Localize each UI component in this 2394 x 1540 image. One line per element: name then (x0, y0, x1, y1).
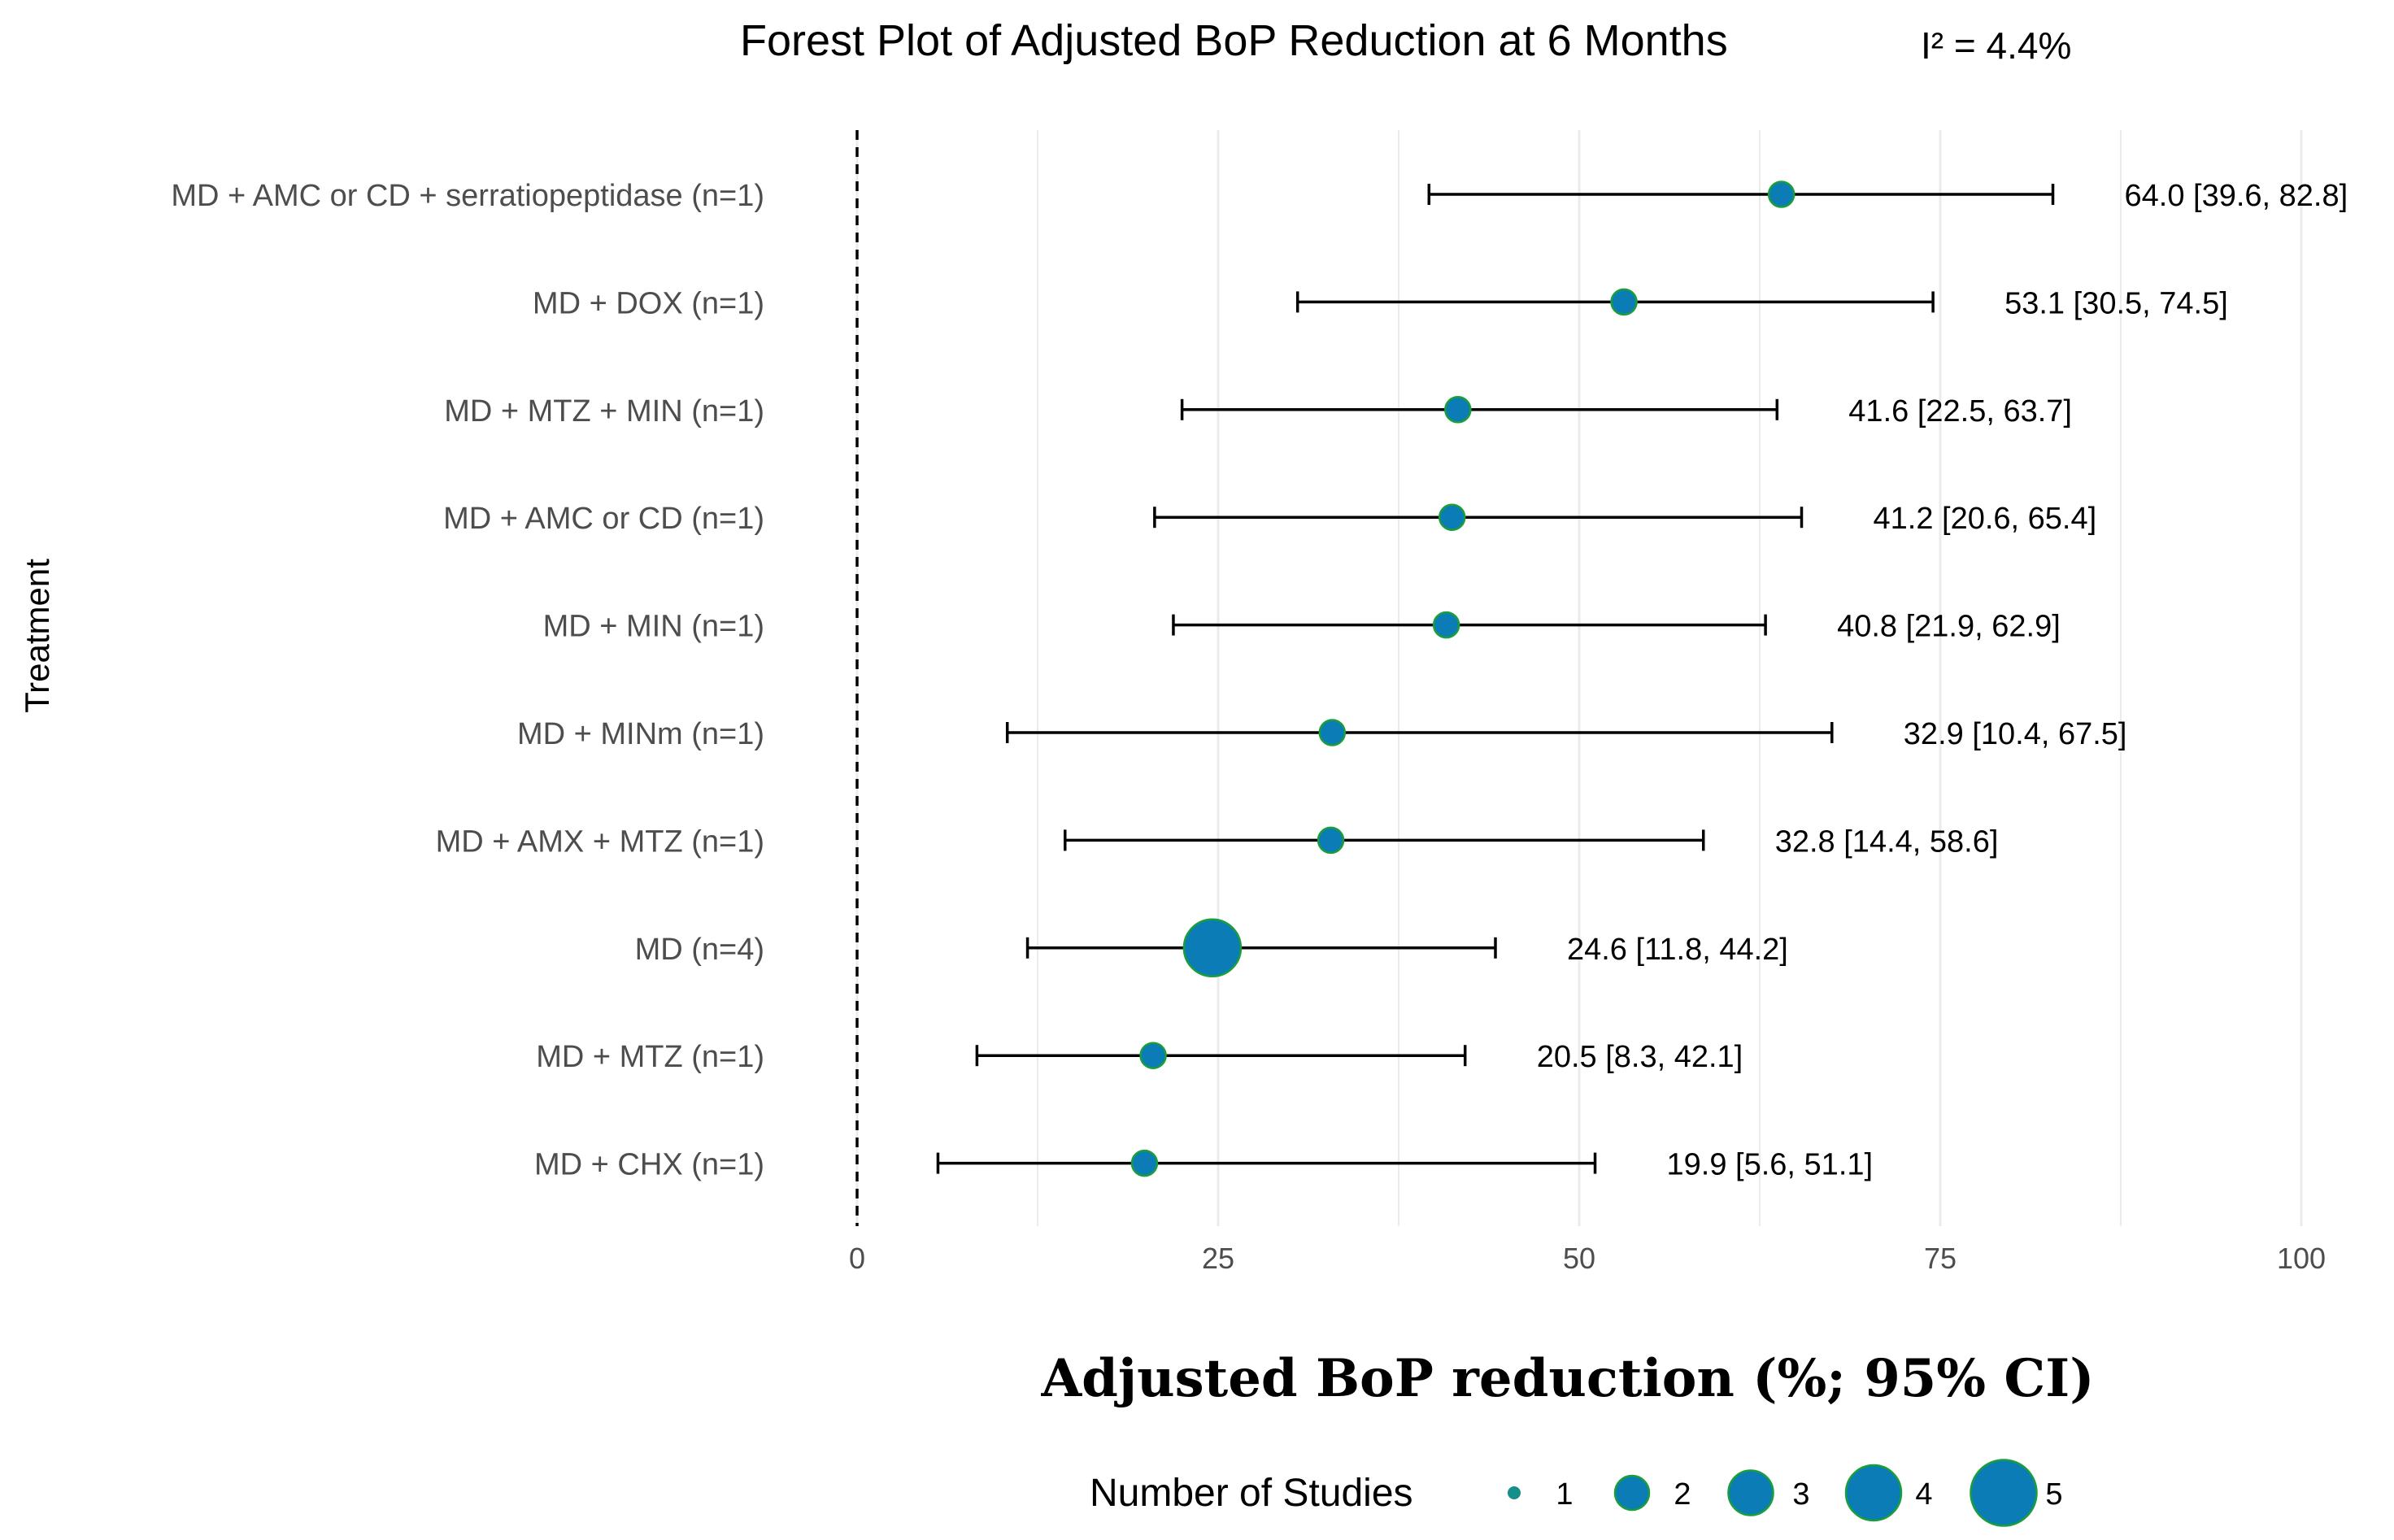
x-tick-label: 25 (1202, 1242, 1234, 1275)
estimate-annotation: 32.8 [14.4, 58.6] (1775, 824, 1999, 859)
forest-row: MD (n=4) 24.6 [11.8, 44.2] (635, 918, 1788, 978)
estimate-annotation: 53.1 [30.5, 74.5] (2004, 286, 2228, 320)
legend-entry: 1 (1508, 1477, 1574, 1512)
treatment-label: MD + AMX + MTZ (n=1) (436, 824, 764, 859)
point-estimate (1438, 503, 1466, 531)
legend-entry: 5 (1970, 1459, 2063, 1527)
estimate-annotation: 24.6 [11.8, 44.2] (1567, 933, 1788, 967)
forest-row: MD + DOX (n=1) 53.1 [30.5, 74.5] (533, 286, 2228, 320)
legend-key (1970, 1459, 2038, 1527)
heterogeneity-label: I² = 4.4% (1921, 24, 2071, 67)
legend-label: 4 (1915, 1477, 1932, 1512)
point-estimate (1317, 826, 1345, 855)
point-estimate (1130, 1149, 1159, 1177)
forest-row: MD + AMC or CD + serratiopeptidase (n=1)… (171, 179, 2348, 213)
point-estimate (1444, 396, 1472, 424)
point-estimate (1610, 288, 1638, 316)
forest-row: MD + CHX (n=1) 19.9 [5.6, 51.1] (534, 1148, 1873, 1182)
x-axis-label: Adjusted BoP reduction (%; 95% CI) (1041, 1348, 2095, 1409)
forest-row: MD + MTZ + MIN (n=1) 41.6 [22.5, 63.7] (444, 394, 2072, 429)
legend-key (1727, 1469, 1774, 1516)
estimate-annotation: 41.2 [20.6, 65.4] (1874, 502, 2097, 536)
legend-entry: 2 (1613, 1474, 1691, 1512)
x-axis-ticks: 0 25 50 75 100 (849, 1242, 2326, 1275)
x-tick-label: 50 (1563, 1242, 1595, 1275)
legend-label: 2 (1674, 1477, 1691, 1512)
treatment-label: MD + MTZ + MIN (n=1) (444, 394, 764, 429)
forest-row: MD + AMX + MTZ (n=1) 32.8 [14.4, 58.6] (436, 824, 1999, 859)
grid-lines (855, 130, 2303, 1226)
estimate-annotation: 40.8 [21.9, 62.9] (1837, 610, 2061, 644)
treatment-label: MD + MINm (n=1) (517, 717, 764, 751)
treatment-label: MD + AMC or CD (n=1) (443, 502, 764, 536)
point-estimate (1432, 611, 1460, 639)
legend-label: 1 (1556, 1477, 1573, 1512)
legend-key (1508, 1486, 1521, 1499)
forest-row: MD + MTZ (n=1) 20.5 [8.3, 42.1] (536, 1040, 1743, 1074)
treatment-label: MD + MTZ (n=1) (536, 1040, 764, 1074)
legend-label: 3 (1792, 1477, 1809, 1512)
chart-title: Forest Plot of Adjusted BoP Reduction at… (740, 16, 1728, 65)
legend-label: 5 (2045, 1477, 2062, 1512)
legend-entry: 3 (1727, 1469, 1810, 1516)
estimate-annotation: 41.6 [22.5, 63.7] (1848, 394, 2072, 429)
treatment-label: MD (n=4) (635, 933, 764, 967)
estimate-annotation: 64.0 [39.6, 82.8] (2125, 179, 2348, 213)
data-rows: MD + AMC or CD + serratiopeptidase (n=1)… (171, 179, 2348, 1182)
estimate-annotation: 20.5 [8.3, 42.1] (1537, 1040, 1743, 1074)
point-estimate (1182, 918, 1243, 978)
forest-row: MD + AMC or CD (n=1) 41.2 [20.6, 65.4] (443, 502, 2096, 536)
y-axis-label: Treatment (18, 559, 56, 713)
treatment-label: MD + DOX (n=1) (533, 286, 764, 320)
forest-row: MD + MIN (n=1) 40.8 [21.9, 62.9] (543, 610, 2061, 644)
legend-entry: 4 (1844, 1464, 1933, 1522)
point-estimate (1767, 181, 1796, 208)
legend-title: Number of Studies (1090, 1472, 1413, 1515)
legend-key (1844, 1464, 1903, 1522)
estimate-annotation: 19.9 [5.6, 51.1] (1667, 1148, 1874, 1182)
treatment-label: MD + AMC or CD + serratiopeptidase (n=1) (171, 179, 764, 213)
treatment-label: MD + MIN (n=1) (543, 610, 764, 644)
forest-row: MD + MINm (n=1) 32.9 [10.4, 67.5] (517, 717, 2127, 751)
point-estimate (1139, 1042, 1167, 1069)
legend: Number of Studies 1 2 3 4 5 (1090, 1459, 2063, 1527)
estimate-annotation: 32.9 [10.4, 67.5] (1904, 717, 2127, 751)
point-estimate (1318, 719, 1347, 746)
x-tick-label: 100 (2277, 1242, 2326, 1275)
treatment-label: MD + CHX (n=1) (534, 1148, 764, 1182)
x-tick-label: 0 (849, 1242, 865, 1275)
x-tick-label: 75 (1924, 1242, 1957, 1275)
legend-key (1613, 1474, 1651, 1512)
